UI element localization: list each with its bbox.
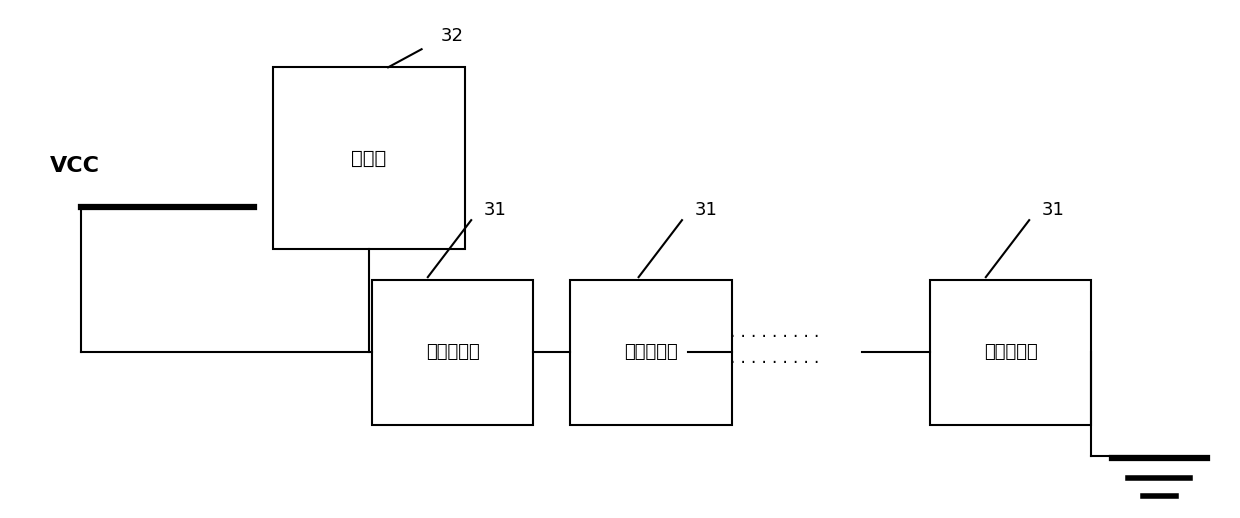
Text: VCC: VCC	[50, 156, 99, 176]
Text: 31: 31	[484, 201, 506, 219]
Text: · · · · · · · · ·: · · · · · · · · ·	[730, 354, 820, 371]
Text: 待供电芯片: 待供电芯片	[425, 343, 480, 361]
Bar	[570, 280, 732, 425]
Text: 31: 31	[1042, 201, 1064, 219]
Bar	[930, 280, 1091, 425]
Text: 待供电芯片: 待供电芯片	[624, 343, 678, 361]
Bar	[372, 280, 533, 425]
Bar	[273, 67, 465, 249]
Text: 控制器: 控制器	[351, 149, 387, 167]
Text: · · · · · · · · ·: · · · · · · · · ·	[730, 328, 820, 346]
Text: 32: 32	[440, 27, 464, 45]
Text: 31: 31	[694, 201, 717, 219]
Text: 待供电芯片: 待供电芯片	[983, 343, 1038, 361]
